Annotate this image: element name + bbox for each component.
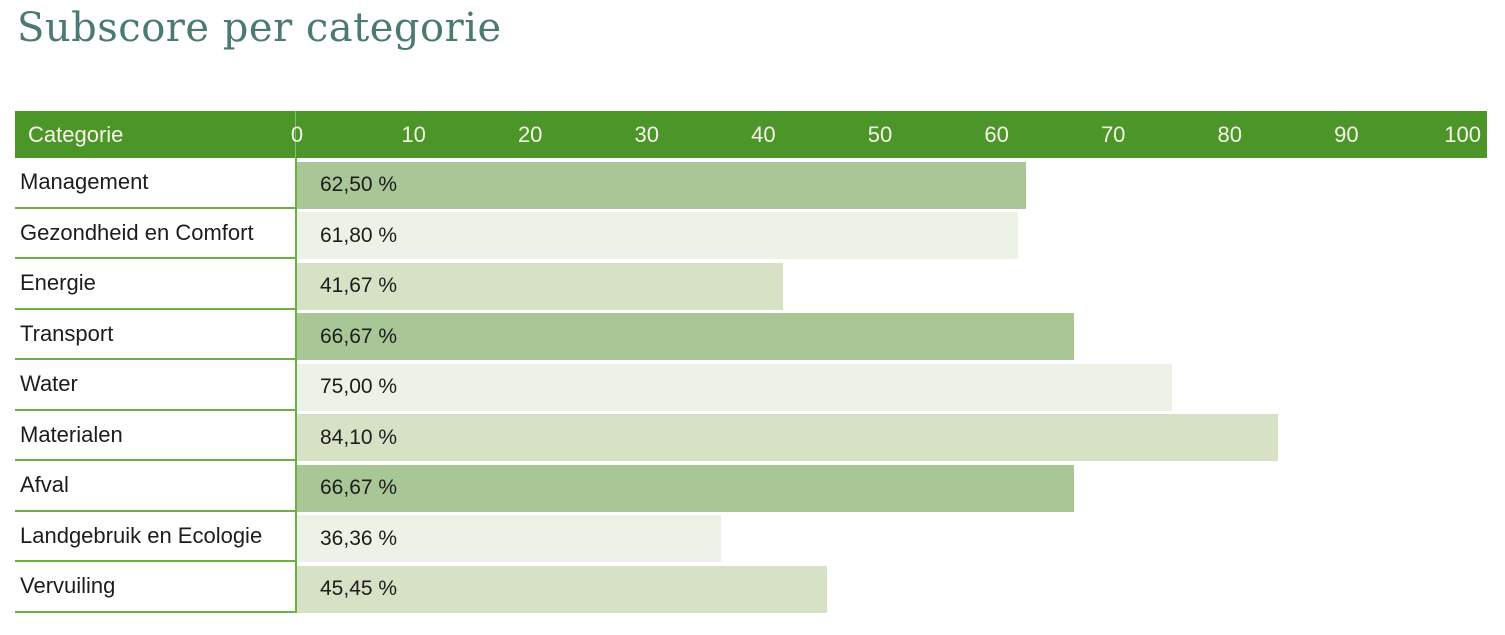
- axis-line: [295, 208, 297, 259]
- bar-track: 75,00 %: [295, 360, 1487, 411]
- bar-value-label: 45,45 %: [320, 577, 398, 600]
- axis-line: [295, 461, 297, 512]
- bar: 61,80 %: [297, 212, 1018, 259]
- table-row: Afval 66,67 %: [15, 461, 1487, 512]
- category-label: Gezondheid en Comfort: [15, 209, 295, 259]
- axis-tick-100: 100: [1444, 121, 1481, 147]
- bar-value-label: 66,67 %: [320, 476, 398, 499]
- axis-tick-0: 0: [290, 121, 304, 147]
- bar-track: 84,10 %: [295, 410, 1487, 461]
- bar-track: 61,80 %: [295, 208, 1487, 259]
- column-header-categorie: Categorie: [28, 121, 124, 147]
- axis-tick-10: 10: [401, 121, 426, 147]
- page-title: Subscore per categorie: [17, 5, 502, 51]
- category-label: Materialen: [15, 411, 295, 461]
- bar-value-label: 84,10 %: [320, 425, 398, 449]
- category-label: Afval: [15, 461, 295, 512]
- subscore-table: Categorie 0 10 20 30 40 50 60 70 80 90 100 Managem…: [15, 111, 1487, 613]
- axis-tick-90: 90: [1334, 121, 1359, 147]
- axis-tick-30: 30: [634, 121, 660, 147]
- table-row: Vervuiling 45,45 %: [15, 562, 1487, 613]
- bar: 66,67 %: [297, 313, 1075, 360]
- bar-value-label: 75,00 %: [320, 375, 398, 398]
- table-row: Materialen 84,10 %: [15, 410, 1487, 461]
- axis-tick-20: 20: [517, 121, 543, 147]
- category-label: Management: [15, 158, 295, 209]
- bar-value-label: 61,80 %: [320, 223, 398, 247]
- axis-line: [295, 360, 297, 411]
- axis-line: [295, 259, 297, 310]
- axis-tick-40: 40: [751, 121, 776, 147]
- bar: 45,45 %: [297, 565, 827, 613]
- table-header-row: Categorie 0 10 20 30 40 50 60 70 80 90 100: [15, 111, 1487, 158]
- bar-value-label: 36,36 %: [320, 526, 398, 550]
- table-row: Landgebruik en Ecologie 36,36 %: [15, 511, 1487, 562]
- bar-value-label: 41,67 %: [320, 274, 398, 297]
- axis-line: [295, 410, 297, 461]
- category-label: Transport: [15, 310, 295, 360]
- axis-tick-50: 50: [867, 121, 893, 147]
- bar-track: 66,67 %: [295, 461, 1487, 512]
- bar: 36,36 %: [297, 515, 721, 562]
- axis-line: [295, 158, 297, 209]
- category-label: Water: [15, 360, 295, 411]
- table-row: Water 75,00 %: [15, 360, 1487, 411]
- table-row: Transport 66,67 %: [15, 309, 1487, 360]
- bar: 84,10 %: [297, 414, 1278, 461]
- bar-value-label: 66,67 %: [320, 324, 398, 348]
- bar: 66,67 %: [297, 464, 1075, 512]
- axis-line: [295, 511, 297, 562]
- bar: 41,67 %: [297, 262, 783, 310]
- axis-tick-60: 60: [984, 121, 1009, 147]
- category-label: Vervuiling: [15, 562, 295, 613]
- bar-track: 36,36 %: [295, 511, 1487, 562]
- axis-tick-80: 80: [1217, 121, 1243, 147]
- table-row: Energie 41,67 %: [15, 259, 1487, 310]
- bar-track: 66,67 %: [295, 309, 1487, 360]
- table-body: Management 62,50 % Gezondheid en Comfort…: [15, 158, 1487, 613]
- axis-tick-70: 70: [1100, 121, 1126, 147]
- table-row: Management 62,50 %: [15, 158, 1487, 209]
- axis-line: [295, 309, 297, 360]
- axis-line: [295, 562, 297, 613]
- axis-tick-row: 0 10 20 30 40 50 60 70 80 90 100: [291, 111, 1487, 158]
- bar-value-label: 62,50 %: [320, 173, 398, 196]
- bar: 75,00 %: [297, 363, 1172, 411]
- bar-track: 45,45 %: [295, 562, 1487, 613]
- header-column-divider: [295, 111, 296, 158]
- table-row: Gezondheid en Comfort 61,80 %: [15, 208, 1487, 259]
- bar-track: 41,67 %: [295, 259, 1487, 310]
- category-label: Energie: [15, 259, 295, 310]
- bar-track: 62,50 %: [295, 158, 1487, 209]
- category-label: Landgebruik en Ecologie: [15, 512, 295, 562]
- bar: 62,50 %: [297, 161, 1026, 209]
